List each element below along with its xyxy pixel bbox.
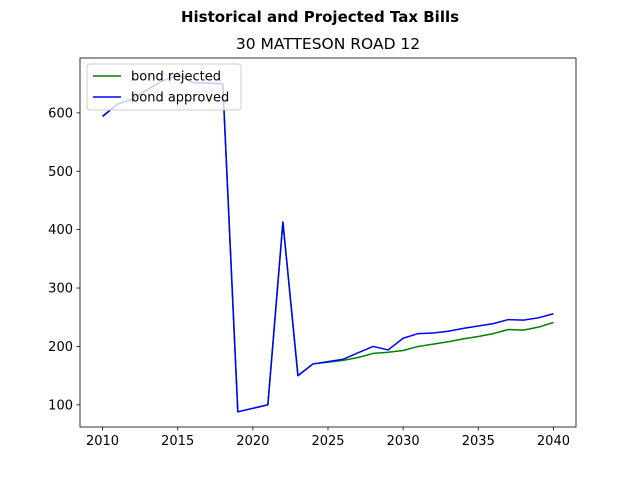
x-tick-label: 2010: [86, 434, 119, 449]
legend-label-bond-approved: bond approved: [131, 91, 229, 106]
x-tick-label: 2040: [537, 434, 570, 449]
y-tick-label: 500: [48, 165, 73, 180]
x-tick-label: 2025: [311, 434, 344, 449]
y-tick-label: 200: [48, 340, 73, 355]
y-tick-label: 600: [48, 106, 73, 121]
legend-box: [86, 63, 242, 111]
x-tick-label: 2020: [236, 434, 269, 449]
y-tick-label: 400: [48, 223, 73, 238]
y-tick-label: 100: [48, 398, 73, 413]
legend-label-bond-rejected: bond rejected: [131, 70, 221, 85]
y-tick-label: 300: [48, 282, 73, 297]
x-tick-label: 2030: [387, 434, 420, 449]
plot-area: 2010 2015 2020 2025 2030 2035 2040 100 200 300 400…: [48, 57, 577, 449]
x-tick-label: 2015: [161, 434, 194, 449]
chart-title: 30 MATTESON ROAD 12: [236, 35, 420, 53]
x-tick-label: 2035: [462, 434, 495, 449]
chart-suptitle: Historical and Projected Tax Bills: [181, 8, 459, 26]
